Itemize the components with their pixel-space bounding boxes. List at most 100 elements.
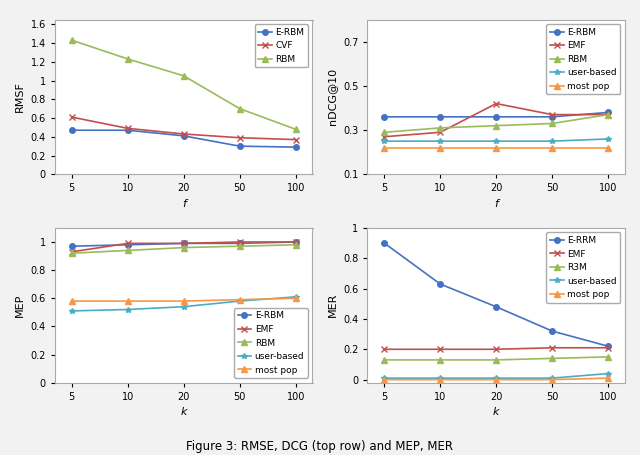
EMF [604, 345, 612, 350]
user-based [548, 138, 556, 144]
RBM [180, 245, 188, 250]
EMF [380, 134, 388, 140]
user-based [292, 294, 300, 299]
user-based [436, 138, 444, 144]
Line: E-RRM: E-RRM [381, 240, 611, 349]
most pop [436, 377, 444, 382]
Line: CVF: CVF [69, 114, 298, 142]
RBM [380, 130, 388, 135]
E-RBM [180, 133, 188, 139]
user-based [124, 307, 132, 312]
most pop [492, 377, 500, 382]
E-RBM [236, 241, 244, 246]
EMF [292, 239, 300, 245]
CVF [124, 126, 132, 131]
E-RBM [124, 242, 132, 248]
Line: RBM: RBM [69, 37, 298, 132]
user-based [380, 138, 388, 144]
RBM [68, 37, 76, 43]
E-RBM [380, 114, 388, 120]
most pop [380, 377, 388, 382]
X-axis label: k: k [180, 407, 187, 417]
E-RRM [604, 344, 612, 349]
user-based [604, 136, 612, 142]
E-RRM [380, 240, 388, 246]
E-RRM [548, 329, 556, 334]
RBM [68, 251, 76, 256]
R3M [380, 357, 388, 363]
Y-axis label: MER: MER [328, 293, 337, 318]
RBM [548, 121, 556, 126]
most pop [124, 298, 132, 304]
EMF [492, 347, 500, 352]
Line: user-based: user-based [69, 294, 298, 313]
most pop [292, 295, 300, 301]
user-based [604, 371, 612, 376]
user-based [380, 375, 388, 381]
EMF [492, 101, 500, 106]
user-based [236, 298, 244, 304]
EMF [180, 241, 188, 246]
most pop [236, 297, 244, 303]
E-RBM [604, 110, 612, 115]
user-based [548, 375, 556, 381]
most pop [436, 145, 444, 151]
Line: RBM: RBM [69, 242, 298, 256]
most pop [492, 145, 500, 151]
Line: E-RBM: E-RBM [69, 127, 298, 150]
Line: EMF: EMF [381, 101, 611, 140]
Line: user-based: user-based [381, 371, 611, 381]
Legend: E-RBM, CVF, RBM: E-RBM, CVF, RBM [255, 24, 308, 67]
R3M [436, 357, 444, 363]
Line: most pop: most pop [381, 145, 611, 151]
Line: R3M: R3M [381, 354, 611, 363]
E-RBM [68, 243, 76, 249]
E-RRM [436, 281, 444, 287]
Line: most pop: most pop [69, 295, 298, 304]
X-axis label: f: f [182, 199, 186, 209]
RBM [292, 242, 300, 248]
E-RBM [124, 127, 132, 133]
E-RBM [548, 114, 556, 120]
RBM [124, 56, 132, 62]
most pop [68, 298, 76, 304]
EMF [548, 112, 556, 117]
Y-axis label: nDCG@10: nDCG@10 [328, 68, 337, 126]
Line: E-RBM: E-RBM [69, 239, 298, 249]
EMF [68, 249, 76, 254]
CVF [68, 114, 76, 120]
E-RBM [492, 114, 500, 120]
Line: EMF: EMF [69, 239, 298, 255]
R3M [548, 356, 556, 361]
most pop [380, 145, 388, 151]
E-RBM [436, 114, 444, 120]
R3M [492, 357, 500, 363]
X-axis label: k: k [493, 407, 499, 417]
Line: RBM: RBM [381, 112, 611, 135]
EMF [380, 347, 388, 352]
RBM [492, 123, 500, 128]
E-RBM [292, 144, 300, 150]
Legend: E-RBM, EMF, RBM, user-based, most pop: E-RBM, EMF, RBM, user-based, most pop [547, 24, 621, 94]
E-RBM [180, 241, 188, 246]
most pop [604, 145, 612, 151]
most pop [548, 145, 556, 151]
EMF [604, 112, 612, 117]
Line: most pop: most pop [381, 375, 611, 382]
Line: E-RBM: E-RBM [381, 110, 611, 120]
E-RRM [492, 304, 500, 309]
EMF [124, 241, 132, 246]
user-based [492, 138, 500, 144]
X-axis label: f: f [494, 199, 498, 209]
Legend: E-RBM, EMF, RBM, user-based, most pop: E-RBM, EMF, RBM, user-based, most pop [234, 308, 308, 378]
RBM [180, 73, 188, 79]
EMF [436, 347, 444, 352]
Y-axis label: MEP: MEP [15, 293, 25, 317]
Line: user-based: user-based [381, 136, 611, 144]
E-RBM [236, 143, 244, 149]
CVF [180, 131, 188, 136]
EMF [548, 345, 556, 350]
CVF [292, 137, 300, 142]
EMF [236, 239, 244, 245]
CVF [236, 135, 244, 141]
